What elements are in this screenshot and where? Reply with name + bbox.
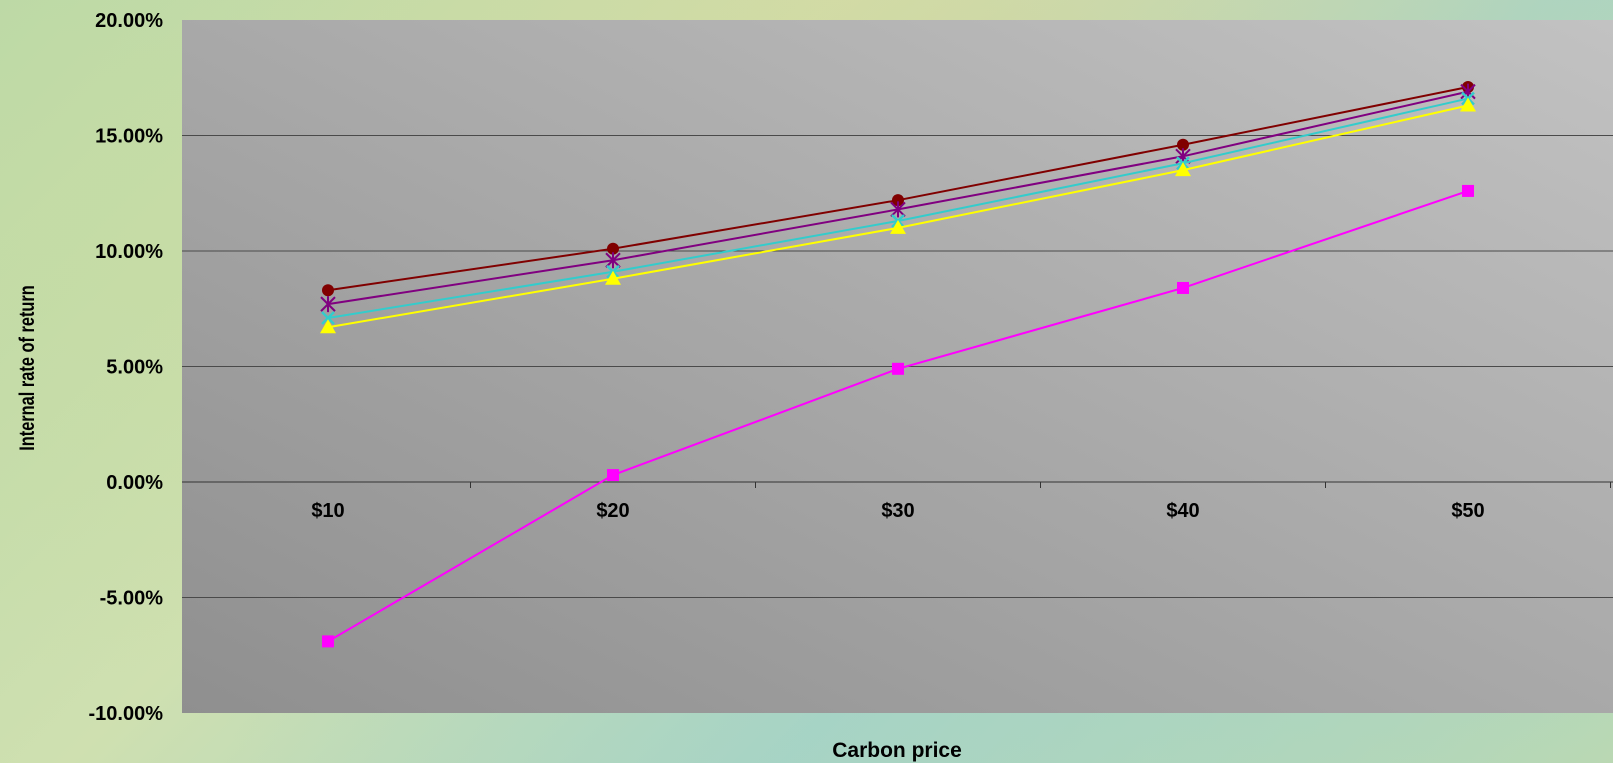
data-point [892, 362, 904, 375]
series-5 [322, 184, 1474, 648]
x-tick-label: $20 [596, 500, 629, 522]
data-point [607, 242, 619, 255]
data-point [892, 194, 904, 207]
x-axis-title: Carbon price [832, 739, 962, 762]
data-point [890, 201, 906, 218]
x-tick-label: $10 [311, 500, 344, 522]
x-tick-label: $50 [1451, 500, 1484, 522]
y-axis-title: Internal rate of return [15, 285, 38, 451]
x-axis-ticks: $10 $20 $30 $40 $50 [311, 500, 1484, 522]
y-tick-label: -5.00% [100, 588, 164, 610]
series-4 [320, 97, 1476, 334]
data-point [605, 252, 621, 269]
data-point [322, 635, 334, 648]
y-axis-ticks: -10.00% -5.00% 0.00% 5.00% 10.00% 15.00% 20.00… [89, 10, 164, 725]
data-point [321, 311, 335, 325]
y-tick-label: 5.00% [106, 357, 163, 379]
data-point [1177, 138, 1189, 151]
y-tick-label: 15.00% [95, 126, 163, 148]
x-tick-label: $40 [1166, 500, 1199, 522]
data-point [320, 296, 336, 313]
y-tick-label: 0.00% [106, 472, 163, 494]
data-point [605, 270, 621, 285]
data-point [890, 219, 906, 234]
data-point [322, 284, 334, 297]
data-point [1462, 184, 1474, 197]
series-2 [320, 83, 1476, 313]
y-tick-label: 10.00% [95, 241, 163, 263]
data-point [320, 319, 336, 334]
series-lines [320, 80, 1476, 648]
y-tick-label: 20.00% [95, 10, 163, 32]
data-point [607, 469, 619, 482]
data-point [1175, 162, 1191, 177]
y-tick-label: -10.00% [89, 703, 164, 725]
data-point [1460, 97, 1476, 112]
x-tick-label: $30 [881, 500, 914, 522]
data-point [1177, 281, 1189, 294]
